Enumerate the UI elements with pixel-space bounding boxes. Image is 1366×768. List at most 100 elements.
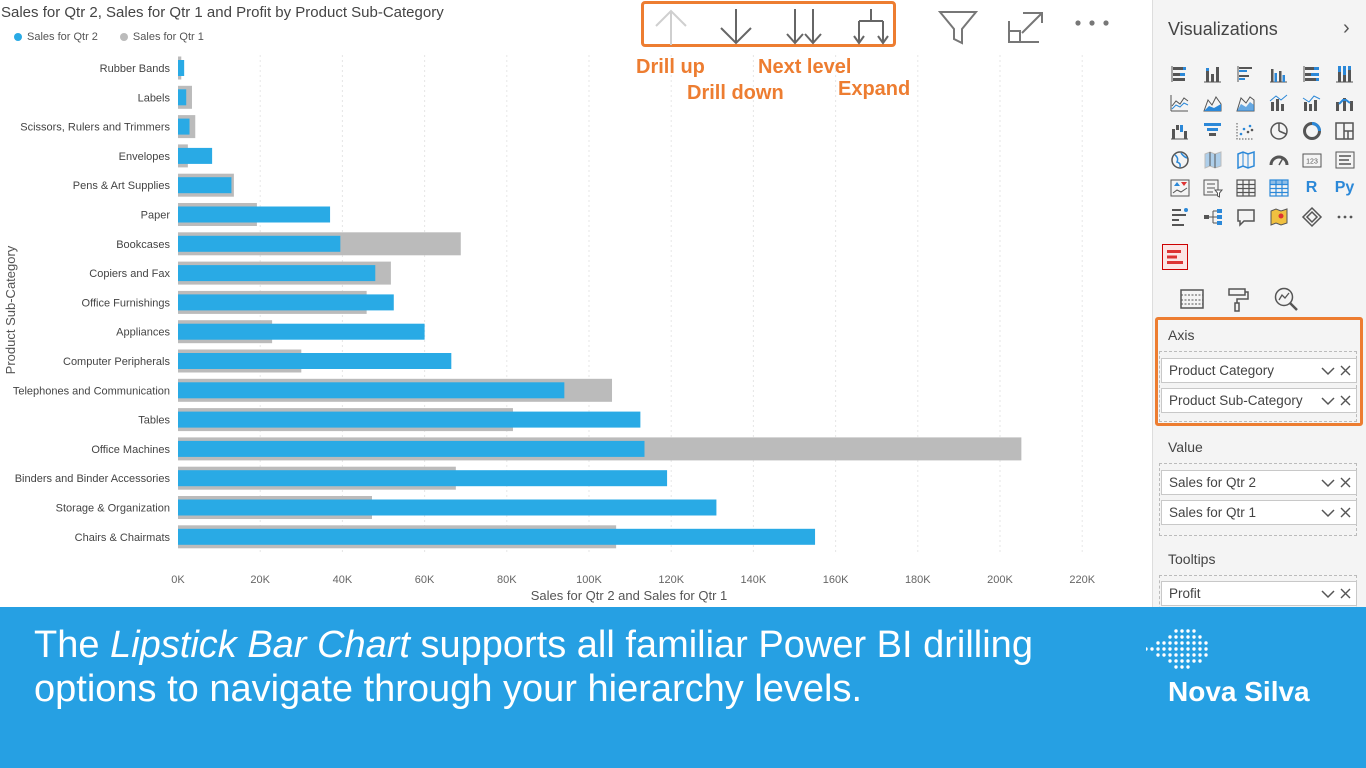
remove-field-icon[interactable] [1336, 507, 1354, 518]
chevron-down-icon[interactable] [1320, 508, 1336, 518]
logo-dot [1180, 647, 1184, 651]
logo-dot [1204, 647, 1208, 651]
python-visual-button[interactable]: Py [1328, 174, 1361, 203]
line-chart-button[interactable] [1163, 89, 1196, 118]
pie-button[interactable] [1262, 117, 1295, 146]
treemap-button[interactable] [1328, 117, 1361, 146]
remove-field-icon[interactable] [1336, 477, 1354, 488]
multi-row-card-button[interactable] [1328, 146, 1361, 175]
filled-map-button[interactable] [1196, 146, 1229, 175]
expand-button[interactable] [852, 8, 890, 46]
100-stacked-column-icon [1335, 66, 1353, 83]
more-options-button[interactable] [1072, 8, 1112, 46]
chevron-down-icon[interactable] [1320, 366, 1336, 376]
card-button[interactable]: 123 [1295, 146, 1328, 175]
chart-visual[interactable]: Sales for Qtr 2, Sales for Qtr 1 and Pro… [0, 0, 1150, 607]
logo-dot [1198, 635, 1202, 639]
funnel-button[interactable] [1196, 117, 1229, 146]
y-category-label: Rubber Bands [100, 63, 171, 75]
filter-button[interactable] [938, 8, 978, 46]
slicer-button[interactable] [1196, 174, 1229, 203]
stacked-column-icon [1203, 67, 1221, 83]
logo-dot [1180, 641, 1184, 645]
collapse-pane-chevron-icon[interactable]: › [1343, 17, 1350, 39]
remove-field-icon[interactable] [1336, 395, 1354, 406]
legend-item-qtr1[interactable]: Sales for Qtr 1 [119, 31, 204, 43]
line-stacked-column-button[interactable] [1295, 89, 1328, 118]
clustered-column-button[interactable] [1262, 60, 1295, 89]
bar-sales-qtr2 [178, 411, 641, 428]
banner-text-before: The [34, 624, 111, 666]
logo-dot [1192, 635, 1196, 639]
r-visual-button[interactable]: R [1295, 174, 1328, 203]
pie-icon [1269, 122, 1288, 140]
bar-sales-qtr2 [178, 353, 452, 369]
axis-field-pill[interactable]: Product Sub-Category [1161, 388, 1357, 413]
100-stacked-column-button[interactable] [1328, 60, 1361, 89]
chevron-down-icon[interactable] [1320, 589, 1336, 599]
axis-field-pill[interactable]: Product Category [1161, 358, 1357, 383]
format-tab[interactable] [1223, 284, 1253, 314]
fields-tab[interactable] [1177, 284, 1207, 314]
logo-dot [1198, 653, 1202, 657]
clustered-bar-button[interactable] [1229, 60, 1262, 89]
kpi-button[interactable] [1163, 174, 1196, 203]
logo-dot [1180, 629, 1184, 633]
value-field-pill[interactable]: Sales for Qtr 2 [1161, 470, 1357, 495]
lipstick-bar-chart-button[interactable] [1162, 244, 1188, 270]
stacked-bar-button[interactable] [1163, 60, 1196, 89]
matrix-button[interactable] [1262, 174, 1295, 203]
ribbon-chart-button[interactable] [1328, 89, 1361, 118]
arcgis-button[interactable] [1262, 203, 1295, 232]
analytics-tab[interactable] [1271, 284, 1301, 314]
x-tick-label: 220K [1069, 574, 1095, 586]
logo-dot [1192, 629, 1196, 633]
callout-drill-down: Drill down [687, 82, 784, 104]
stacked-column-button[interactable] [1196, 60, 1229, 89]
value-field-pill[interactable]: Sales for Qtr 1 [1161, 500, 1357, 525]
chevron-down-icon[interactable] [1320, 478, 1336, 488]
more-visuals-button[interactable] [1328, 203, 1361, 232]
logo-dot [1186, 647, 1190, 651]
drill-down-button[interactable] [717, 8, 755, 46]
area-chart-button[interactable] [1196, 89, 1229, 118]
focus-mode-button[interactable] [1006, 8, 1046, 46]
logo-dot [1174, 659, 1178, 663]
x-tick-label: 60K [415, 574, 435, 586]
table-button[interactable] [1229, 174, 1262, 203]
bar-sales-qtr2 [178, 235, 341, 252]
bar-sales-qtr2 [178, 470, 668, 487]
banner-caption: The Lipstick Bar Chart supports all fami… [34, 623, 1114, 711]
chevron-down-icon[interactable] [1320, 396, 1336, 406]
waterfall-button[interactable] [1163, 117, 1196, 146]
ribbon-chart-icon [1335, 97, 1353, 111]
logo-dot [1174, 647, 1178, 651]
gauge-button[interactable] [1262, 146, 1295, 175]
funnel-icon [1203, 123, 1221, 137]
remove-field-icon[interactable] [1336, 588, 1354, 599]
remove-field-icon[interactable] [1336, 365, 1354, 376]
stacked-area-button[interactable] [1229, 89, 1262, 118]
y-category-label: Copiers and Fax [89, 268, 170, 280]
decomposition-tree-button[interactable] [1196, 203, 1229, 232]
fields-tab-icon [1180, 289, 1204, 309]
next-level-button[interactable] [785, 8, 823, 46]
y-category-label: Pens & Art Supplies [73, 180, 171, 192]
bar-sales-qtr2 [178, 440, 645, 457]
line-clustered-column-button[interactable] [1262, 89, 1295, 118]
tooltip-field-pill[interactable]: Profit [1161, 581, 1357, 606]
scatter-button[interactable] [1229, 117, 1262, 146]
legend-item-qtr2[interactable]: Sales for Qtr 2 [14, 31, 98, 43]
key-influencers-button[interactable] [1163, 203, 1196, 232]
power-apps-button[interactable] [1295, 203, 1328, 232]
qa-icon [1236, 209, 1255, 227]
qa-button[interactable] [1229, 203, 1262, 232]
map-button[interactable] [1163, 146, 1196, 175]
donut-button[interactable] [1295, 117, 1328, 146]
logo-dot [1168, 659, 1172, 663]
100-stacked-bar-button[interactable] [1295, 60, 1328, 89]
shape-map-button[interactable] [1229, 146, 1262, 175]
y-category-label: Tables [138, 415, 170, 427]
shape-map-icon [1236, 150, 1255, 169]
drill-up-button[interactable] [652, 8, 690, 46]
